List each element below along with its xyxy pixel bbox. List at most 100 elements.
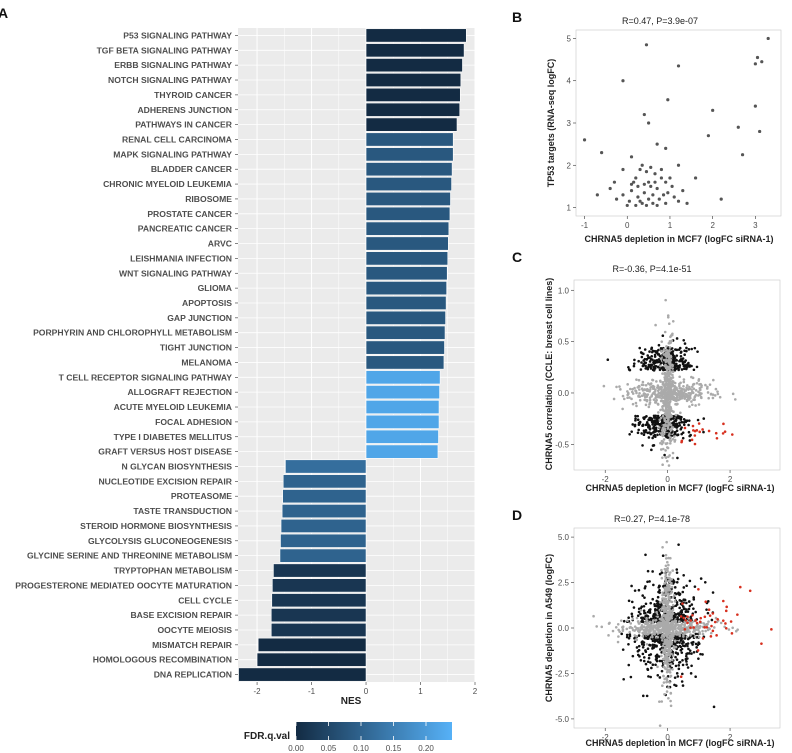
scatter-point — [614, 625, 618, 629]
scatter-point — [671, 360, 675, 364]
scatter-point — [648, 610, 651, 614]
scatter-point — [661, 597, 664, 600]
scatter-point — [697, 422, 701, 425]
scatter-point — [642, 656, 646, 659]
scatter-point — [663, 412, 667, 416]
scatter-point — [651, 378, 654, 382]
scatter-point — [724, 622, 727, 625]
scatter-point — [645, 421, 649, 424]
scatter-point — [644, 384, 648, 387]
scatter-point — [699, 616, 703, 620]
panel-d-x-axis-label: CHRNA5 depletion in MCF7 (logFC siRNA-1) — [586, 738, 775, 748]
scatter-point — [652, 646, 655, 650]
scatter-point — [659, 634, 662, 637]
scatter-point — [689, 672, 693, 675]
scatter-point — [665, 446, 669, 449]
scatter-point — [660, 390, 664, 393]
scatter-point — [653, 180, 657, 184]
scatter-point — [656, 353, 660, 356]
scatter-point — [642, 191, 646, 195]
bar — [365, 206, 451, 221]
scatter-point — [699, 382, 703, 386]
category-label: ERBB SIGNALING PATHWAY — [114, 60, 232, 70]
x-tick-label: -1 — [308, 687, 316, 696]
scatter-point — [664, 456, 668, 459]
scatter-point — [678, 421, 681, 425]
scatter-point — [694, 628, 698, 631]
scatter-point — [634, 414, 637, 418]
scatter-point — [679, 639, 683, 642]
scatter-point — [693, 346, 697, 350]
scatter-point — [662, 366, 666, 370]
scatter-point — [640, 383, 644, 387]
scatter-point — [681, 663, 685, 667]
scatter-point — [704, 600, 708, 604]
scatter-point — [648, 360, 652, 363]
scatter-point — [672, 410, 675, 414]
panel-a-color-legend: FDR.q.val 0.00 0.05 0.10 0.15 0.20 — [244, 722, 452, 753]
scatter-point — [628, 634, 632, 638]
scatter-point — [676, 630, 679, 634]
scatter-point — [637, 428, 640, 432]
scatter-point — [644, 364, 647, 368]
scatter-point — [702, 430, 705, 434]
panel-b-points — [582, 36, 770, 208]
scatter-point — [676, 577, 680, 581]
scatter-point — [696, 418, 700, 422]
scatter-point — [641, 619, 644, 622]
scatter-point — [681, 189, 685, 193]
category-label: RENAL CELL CARCINOMA — [122, 134, 232, 144]
scatter-point — [669, 577, 672, 581]
bar — [256, 652, 367, 667]
category-label: DNA REPLICATION — [154, 670, 232, 680]
scatter-point — [711, 591, 715, 594]
scatter-point — [663, 642, 667, 645]
scatter-point — [694, 610, 697, 614]
scatter-point — [684, 614, 687, 618]
bar — [365, 340, 445, 355]
scatter-point — [655, 186, 659, 191]
scatter-point — [676, 612, 680, 615]
scatter-point — [690, 375, 693, 379]
scatter-point — [648, 580, 651, 583]
scatter-point — [651, 423, 654, 426]
scatter-point — [669, 652, 672, 656]
scatter-point — [668, 176, 672, 180]
panel-b-letter: B — [512, 9, 522, 25]
scatter-point — [678, 606, 681, 610]
scatter-point — [675, 603, 679, 606]
scatter-point — [660, 576, 664, 580]
category-label: TGF BETA SIGNALING PATHWAY — [97, 45, 233, 55]
scatter-point — [676, 416, 680, 419]
scatter-point — [644, 585, 647, 588]
scatter-point — [663, 692, 666, 696]
legend-tick-label: 0.20 — [418, 744, 434, 753]
scatter-point — [724, 626, 728, 630]
scatter-point — [647, 405, 651, 409]
scatter-point — [653, 364, 657, 368]
scatter-point — [674, 655, 677, 659]
scatter-point — [629, 622, 633, 625]
scatter-point — [731, 392, 735, 396]
x-tick-label: 2 — [473, 687, 478, 696]
scatter-point — [653, 427, 657, 431]
scatter-point — [668, 681, 672, 684]
scatter-point — [666, 350, 670, 354]
category-label: CHRONIC MYELOID LEUKEMIA — [103, 179, 232, 189]
y-tick-label: 4 — [567, 77, 572, 86]
x-tick-label: -1 — [581, 221, 589, 230]
scatter-point — [656, 595, 660, 599]
scatter-point — [657, 365, 660, 369]
scatter-point — [673, 600, 677, 603]
scatter-point — [655, 398, 658, 402]
scatter-point — [655, 349, 659, 353]
scatter-point — [665, 567, 669, 571]
scatter-point — [649, 418, 652, 422]
scatter-point — [659, 167, 664, 172]
bar — [279, 548, 367, 563]
scatter-point — [665, 690, 669, 693]
scatter-point — [671, 421, 675, 425]
scatter-point — [665, 602, 669, 606]
x-tick-label: -2 — [602, 733, 610, 742]
scatter-point — [698, 388, 702, 392]
